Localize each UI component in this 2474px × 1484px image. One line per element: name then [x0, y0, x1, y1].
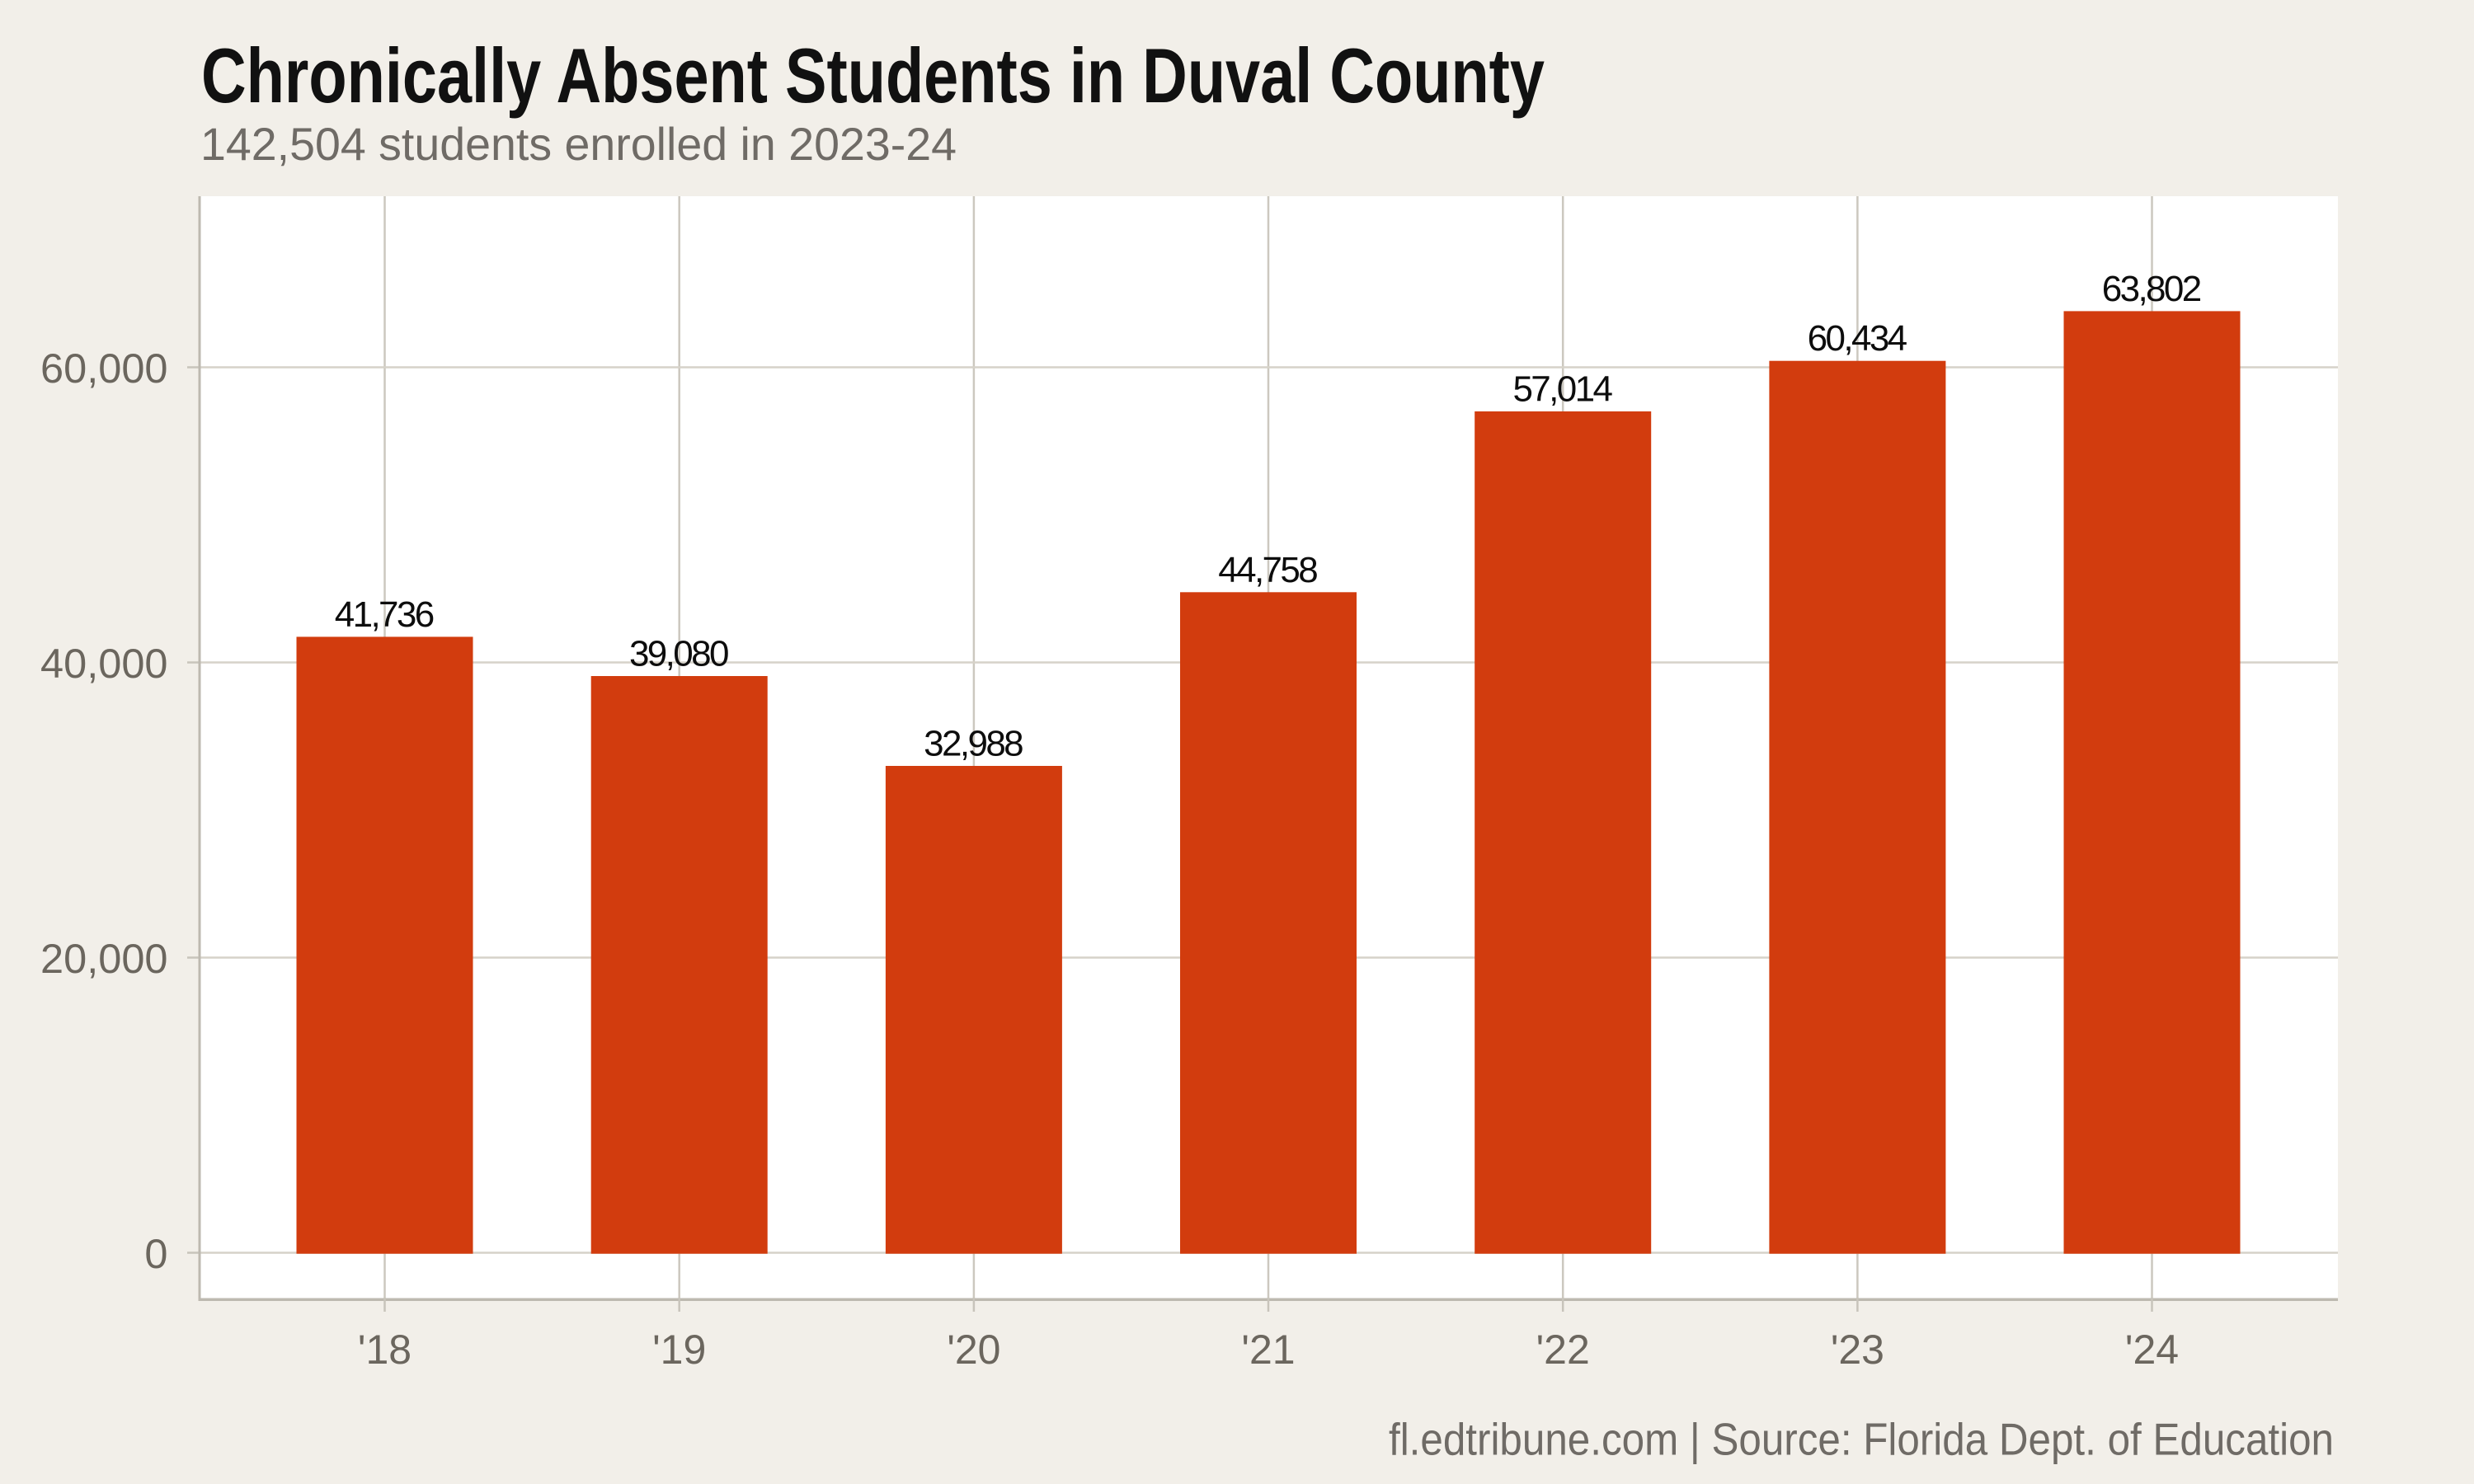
- svg-text:'19: '19: [652, 1327, 706, 1373]
- svg-text:44,758: 44,758: [1218, 550, 1319, 590]
- svg-text:'20: '20: [947, 1327, 1000, 1373]
- svg-text:'22: '22: [1536, 1327, 1590, 1373]
- svg-text:60,000: 60,000: [40, 345, 167, 392]
- svg-text:'18: '18: [358, 1327, 412, 1373]
- svg-text:57,014: 57,014: [1512, 369, 1613, 410]
- svg-text:60,434: 60,434: [1808, 318, 1908, 359]
- svg-text:63,802: 63,802: [2102, 269, 2203, 309]
- svg-text:'24: '24: [2125, 1327, 2179, 1373]
- svg-text:'23: '23: [1831, 1327, 1884, 1373]
- svg-text:32,988: 32,988: [924, 724, 1024, 764]
- svg-text:142,504 students enrolled in 2: 142,504 students enrolled in 2023-24: [200, 118, 957, 170]
- svg-text:'21: '21: [1241, 1327, 1295, 1373]
- svg-text:0: 0: [144, 1230, 167, 1277]
- svg-text:Chronically Absent Students in: Chronically Absent Students in Duval Cou…: [201, 32, 1545, 119]
- svg-text:39,080: 39,080: [629, 634, 730, 674]
- svg-text:fl.edtribune.com | Source: Flo: fl.edtribune.com | Source: Florida Dept.…: [1389, 1414, 2334, 1465]
- svg-text:20,000: 20,000: [40, 935, 167, 982]
- svg-text:40,000: 40,000: [40, 640, 167, 687]
- svg-text:41,736: 41,736: [335, 594, 435, 635]
